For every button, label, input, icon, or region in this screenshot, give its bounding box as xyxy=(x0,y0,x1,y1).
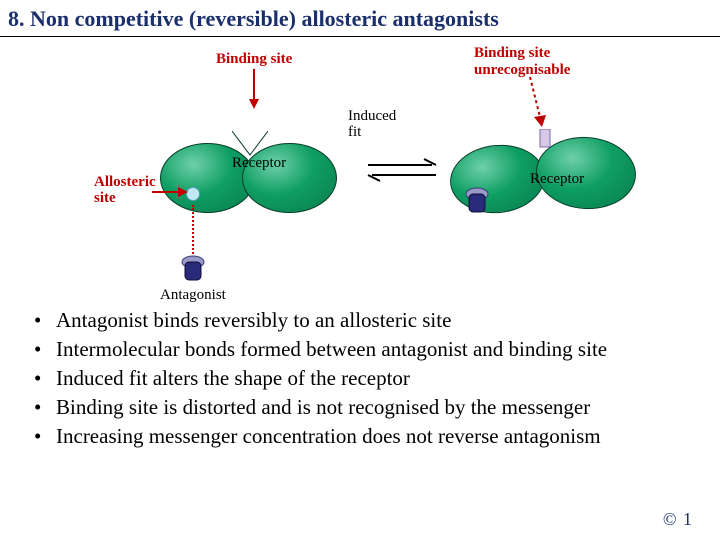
label-induced-fit: Induced fit xyxy=(348,109,396,141)
arrow-allosteric xyxy=(152,185,188,199)
label-induced-fit-l2: fit xyxy=(348,125,396,141)
bullet-item: Induced fit alters the shape of the rece… xyxy=(34,365,690,392)
label-binding-site: Binding site xyxy=(216,51,292,68)
bullet-item: Increasing messenger concentration does … xyxy=(34,423,690,450)
slide-number: 1 xyxy=(683,509,692,529)
bullet-item: Intermolecular bonds formed between anta… xyxy=(34,336,690,363)
receptor-left xyxy=(160,137,340,217)
label-binding-unrec-line2: unrecognisable xyxy=(474,62,570,79)
bullet-item: Binding site is distorted and is not rec… xyxy=(34,394,690,421)
bullet-item: Antagonist binds reversibly to an allost… xyxy=(34,307,690,334)
label-induced-fit-l1: Induced xyxy=(348,109,396,125)
copyright-icon: © xyxy=(663,509,677,529)
antagonist-molecule-free xyxy=(180,255,206,285)
label-receptor-right: Receptor xyxy=(530,171,584,188)
diagram-area: Binding site Binding site unrecognisable… xyxy=(0,37,720,307)
label-allosteric-l2: site xyxy=(94,191,156,207)
label-allosteric-l1: Allosteric xyxy=(94,175,156,191)
allosteric-pocket-left xyxy=(186,187,200,201)
label-allosteric-site: Allosteric site xyxy=(94,175,156,207)
bullet-list: Antagonist binds reversibly to an allost… xyxy=(0,307,720,449)
label-antagonist: Antagonist xyxy=(160,287,226,304)
label-binding-unrec-line1: Binding site xyxy=(474,45,570,62)
antagonist-molecule-bound xyxy=(464,187,490,217)
binding-notch-right xyxy=(530,129,560,149)
label-binding-unrecognisable: Binding site unrecognisable xyxy=(474,45,570,78)
footnote: © 1 xyxy=(663,509,692,530)
arrow-binding-unrec xyxy=(520,77,550,131)
dotted-allosteric-link xyxy=(192,205,194,261)
binding-notch-left xyxy=(232,131,268,157)
arrow-binding-site xyxy=(247,69,261,109)
page-title: 8. Non competitive (reversible) alloster… xyxy=(0,0,720,37)
label-receptor-left: Receptor xyxy=(232,155,286,172)
equilibrium-arrows xyxy=(362,155,442,185)
